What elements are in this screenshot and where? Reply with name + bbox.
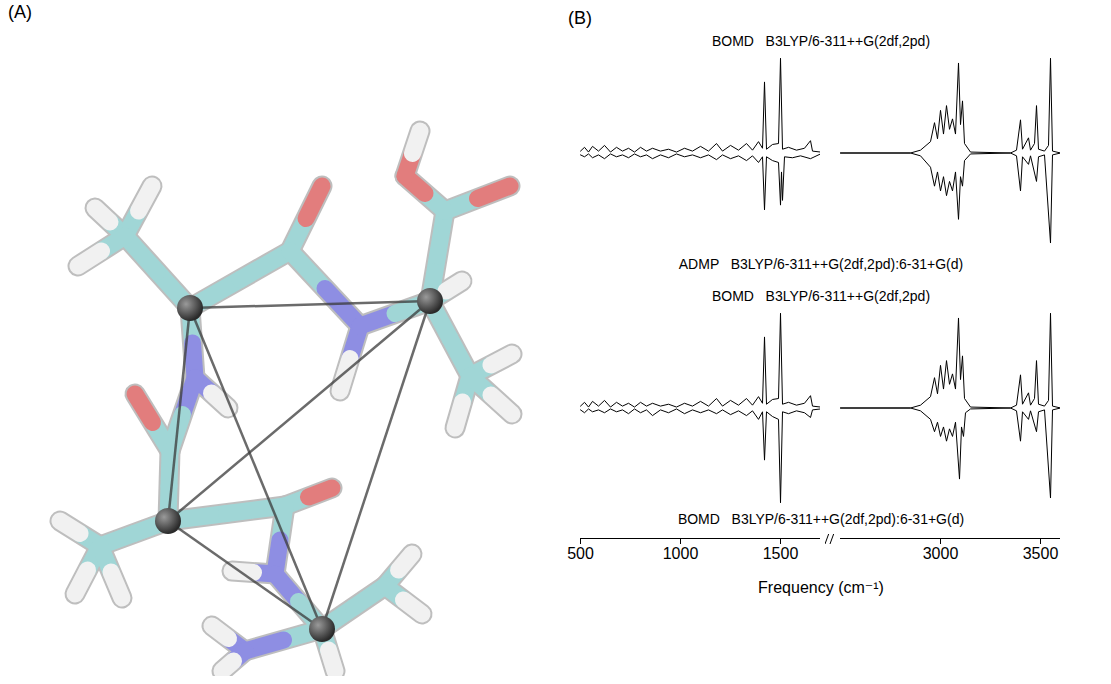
html-text:(B): (B)	[568, 8, 592, 28]
svg-text:3000: 3000	[923, 545, 959, 562]
html-text:ADMP B3LYP/6-311++G(2df,2pd):6: ADMP B3LYP/6-311++G(2df,2pd):6-31+G(d)	[678, 256, 964, 272]
html-text:(A): (A)	[8, 2, 32, 22]
svg-text:3500: 3500	[1023, 545, 1059, 562]
html-text:Frequency (cm⁻¹): Frequency (cm⁻¹)	[758, 579, 884, 596]
svg-text:1000: 1000	[663, 545, 699, 562]
svg-text:1500: 1500	[763, 545, 799, 562]
html-text:BOMD B3LYP/6-311++G(2df,2pd):6: BOMD B3LYP/6-311++G(2df,2pd):6-31+G(d)	[677, 511, 965, 527]
svg-text:500: 500	[567, 545, 594, 562]
html-text:BOMD B3LYP/6-311++G(2df,2pd): BOMD B3LYP/6-311++G(2df,2pd)	[711, 288, 931, 304]
html-text:BOMD B3LYP/6-311++G(2df,2pd): BOMD B3LYP/6-311++G(2df,2pd)	[711, 33, 931, 49]
